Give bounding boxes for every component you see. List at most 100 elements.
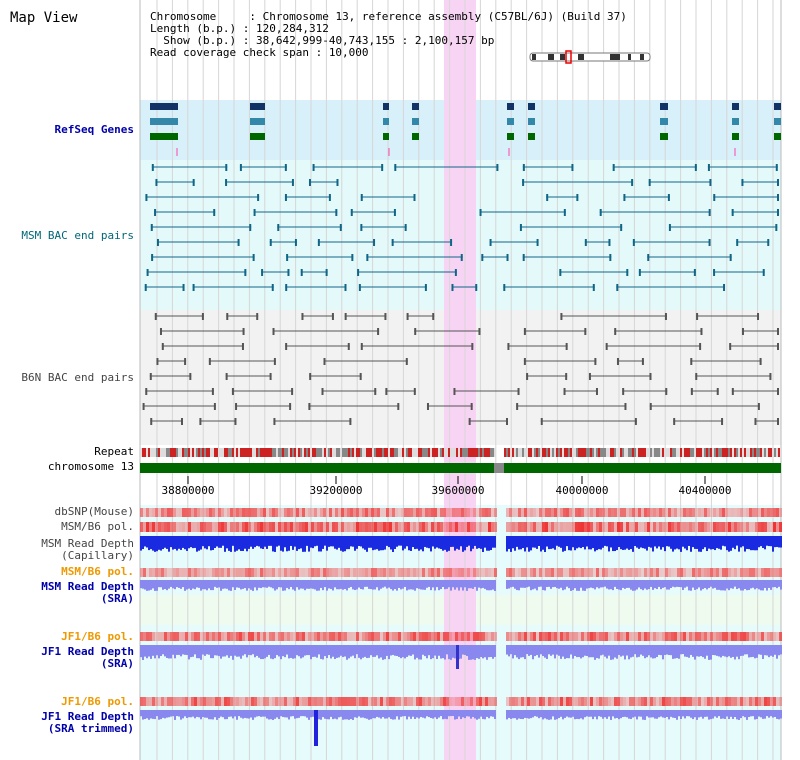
b6n-bac-end <box>594 358 597 365</box>
msm-pol-sra-density <box>287 568 290 577</box>
dbsnp-density <box>539 508 542 517</box>
jf1-pol-trim-density <box>605 697 608 706</box>
repeat-element <box>424 448 426 457</box>
repeat-element <box>456 448 458 457</box>
track-label-refseq-genes[interactable]: RefSeq Genes <box>54 123 134 136</box>
msm-capillary-depth-bar <box>288 536 290 551</box>
dbsnp-density <box>218 508 221 517</box>
msm-capillary-depth-bar <box>346 536 348 550</box>
msm-pol-density <box>401 522 404 532</box>
jf1-sra-depth-bar <box>628 645 630 660</box>
repeat-element <box>726 448 728 457</box>
b6n-bac-end <box>242 328 245 335</box>
jf1-pol-density <box>710 632 713 641</box>
msm-pol-density <box>452 522 455 532</box>
msm-sra-depth-bar <box>510 580 512 588</box>
jf1-sra-depth-bar <box>622 645 624 656</box>
msm-sra-depth-bar <box>660 580 662 590</box>
coverage-label: Read coverage check span : <box>150 46 329 59</box>
msm-sra-depth-bar <box>282 580 284 591</box>
jf1-pol-density <box>161 632 164 641</box>
msm-bac-end <box>182 284 185 291</box>
dbsnp-density <box>662 508 665 517</box>
jf1-trimmed-depth-bar <box>510 710 512 719</box>
b6n-bac-end <box>199 418 202 425</box>
dbsnp-density <box>260 508 263 517</box>
msm-capillary-depth-bar <box>548 536 550 550</box>
msm-sra-depth-bar <box>538 580 540 587</box>
msm-capillary-depth-bar <box>644 536 646 549</box>
msm-pol-density <box>305 522 308 532</box>
jf1-pol-density <box>278 632 281 641</box>
b6n-bac-end <box>757 313 760 320</box>
jf1-trimmed-depth-bar <box>188 710 190 718</box>
msm-sra-depth-bar <box>220 580 222 591</box>
dbsnp-density <box>758 508 761 517</box>
msm-sra-depth-bar <box>214 580 216 587</box>
jf1-trimmed-depth-bar <box>324 710 326 719</box>
msm-pol-density <box>416 522 419 532</box>
jf1-trimmed-depth-bar <box>280 710 282 717</box>
msm-sra-depth-bar <box>752 580 754 588</box>
jf1-trimmed-depth-bar <box>478 710 480 719</box>
jf1-pol-trim-density <box>335 697 338 706</box>
msm-capillary-depth-bar <box>652 536 654 552</box>
msm-sra-depth-bar <box>482 580 484 588</box>
jf1-trimmed-depth-bar <box>348 710 350 720</box>
repeat-element <box>564 448 566 457</box>
repeat-element <box>698 448 700 457</box>
msm-capillary-depth-bar <box>752 536 754 551</box>
dbsnp-density <box>764 508 767 517</box>
jf1-pol-trim-density <box>641 697 644 706</box>
b6n-bac-end <box>565 343 568 350</box>
dbsnp-density <box>617 508 620 517</box>
repeat-element <box>414 448 416 457</box>
jf1-trimmed-depth-bar <box>238 710 240 717</box>
msm-capillary-depth-bar <box>358 536 360 547</box>
dbsnp-density <box>695 508 698 517</box>
jf1-sra-depth-bar <box>190 645 192 658</box>
msm-capillary-depth-bar <box>770 536 772 547</box>
jf1-trimmed-depth-bar <box>342 710 344 720</box>
msm-bac-end <box>713 194 716 201</box>
msm-pol-sra-density <box>425 568 428 577</box>
msm-sra-depth-bar <box>180 580 182 589</box>
jf1-pol-trim-density <box>659 697 662 706</box>
msm-pol-density <box>539 522 542 532</box>
jf1-trimmed-depth-bar <box>262 710 264 717</box>
msm-sra-depth-bar <box>658 580 660 587</box>
b6n-bac-end <box>384 313 387 320</box>
dbsnp-density <box>164 508 167 517</box>
jf1-sra-depth-bar <box>672 645 674 659</box>
jf1-pol-density <box>422 632 425 641</box>
msm-pol-sra-density <box>329 568 332 577</box>
track-label-msm-bac[interactable]: MSM BAC end pairs <box>21 229 134 242</box>
jf1-sra-depth-bar <box>610 645 612 660</box>
msm-pol-density <box>398 522 401 532</box>
jf1-pol-density <box>695 632 698 641</box>
dbsnp-density <box>179 508 182 517</box>
msm-pol-sra-density <box>530 568 533 577</box>
msm-capillary-depth-bar <box>258 536 260 547</box>
b6n-bac-end <box>741 328 744 335</box>
jf1-sra-depth-bar <box>574 645 576 656</box>
jf1-pol-density <box>368 632 371 641</box>
jf1-sra-depth-bar <box>624 645 626 660</box>
b6n-bac-end <box>523 328 526 335</box>
msm-pol-density <box>575 522 578 532</box>
jf1-pol-density <box>407 632 410 641</box>
msm-bac-end <box>451 284 454 291</box>
jf1-sra-depth-bar <box>548 645 550 655</box>
b6n-bac-end <box>471 343 474 350</box>
jf1-trimmed-depth-bar <box>458 710 460 717</box>
msm-pol-density <box>461 522 464 532</box>
jf1-pol-density <box>428 632 431 641</box>
jf1-sra-depth-bar <box>242 645 244 656</box>
track-label-b6n-bac[interactable]: B6N BAC end pairs <box>21 371 134 384</box>
repeat-element <box>418 448 420 457</box>
jf1-pol-density <box>683 632 686 641</box>
msm-capillary-depth-bar <box>376 536 378 550</box>
msm-pol-density <box>692 522 695 532</box>
repeat-element <box>474 448 476 457</box>
